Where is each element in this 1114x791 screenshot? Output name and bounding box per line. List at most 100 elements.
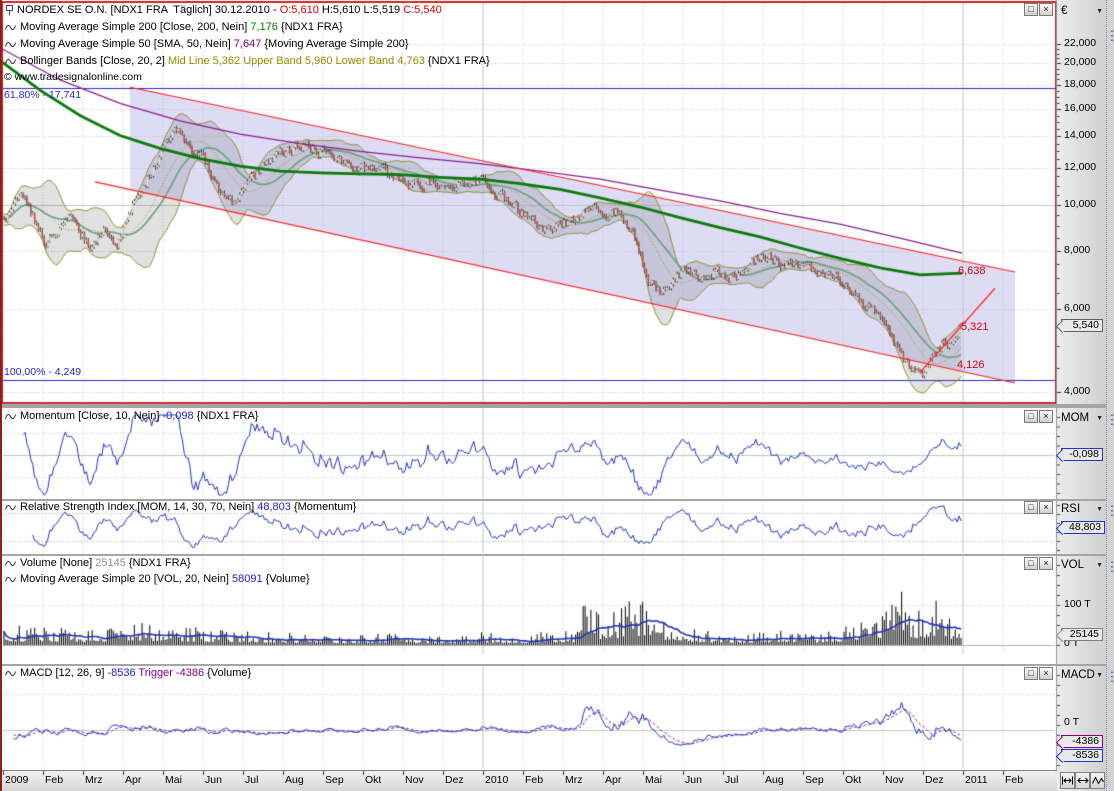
macd-scale-dropdown[interactable]: MACD ▼ — [1061, 668, 1103, 682]
wave-icon — [5, 57, 17, 66]
main-maximize-button[interactable]: □ — [1024, 3, 1038, 16]
panel-splitter[interactable] — [0, 554, 1106, 556]
text-segment: 7,176 — [250, 21, 278, 33]
text-segment: Bollinger Bands [Close, 20, 2] — [20, 55, 168, 67]
text-segment: Moving Average Simple 50 [SMA, 50, Nein] — [20, 38, 234, 50]
momentum-maximize-button[interactable]: □ — [1024, 410, 1038, 423]
text-segment: 25145 — [95, 557, 126, 569]
momentum-header[interactable]: Momentum [Close, 10, Nein] -0,098 {NDX1 … — [5, 409, 258, 423]
time-axis-label: Feb — [525, 774, 544, 786]
momentum-scale-dropdown[interactable]: MOM ▼ — [1061, 411, 1103, 425]
price-scale-dropdown[interactable]: € ▼ — [1061, 4, 1103, 18]
macd-axis-label: MACD — [1061, 669, 1095, 681]
volume-ma-header[interactable]: Moving Average Simple 20 [VOL, 20, Nein]… — [5, 572, 310, 586]
macd-tick-label: 0 T — [1064, 716, 1079, 728]
rsi-maximize-button[interactable]: □ — [1024, 501, 1038, 514]
instrument-title[interactable]: NORDEX SE O.N. [NDX1 FRA Täglich] 30.12.… — [5, 3, 442, 17]
text-segment: -0,098 — [162, 410, 194, 422]
text-segment: Relative Strength Index [MOM, 14, 30, 70… — [20, 501, 258, 513]
last-price-marker: 5,540 — [1055, 319, 1103, 333]
time-axis-label: Feb — [1005, 774, 1024, 786]
scroll-handle[interactable] — [1107, 669, 1114, 683]
time-axis-label: Jul — [245, 774, 259, 786]
time-axis-label: Jun — [205, 774, 222, 786]
text-segment: MACD [12, 26, 9] — [20, 667, 108, 679]
price-annotation: 4,126 — [957, 359, 985, 371]
momentum-value-marker: -0,098 — [1055, 448, 1103, 462]
time-axis-label: Jul — [725, 774, 739, 786]
text-segment: {Volume} — [204, 667, 252, 679]
legend-sma50[interactable]: Moving Average Simple 50 [SMA, 50, Nein]… — [5, 37, 409, 51]
price-tick-label: 16,000 — [1064, 102, 1097, 115]
text-segment: -8536 — [107, 667, 136, 679]
wave-icon — [5, 40, 17, 49]
time-axis-label: Dez — [925, 774, 944, 786]
price-tick-label: 14,000 — [1064, 129, 1097, 142]
chevron-down-icon: ▼ — [1096, 505, 1103, 513]
time-axis-label: Nov — [885, 774, 904, 786]
time-axis-label: Apr — [125, 774, 142, 786]
instrument-pin-icon — [5, 4, 14, 16]
text-segment: 58091 — [231, 573, 263, 585]
scroll-handle[interactable] — [1107, 28, 1114, 42]
expand-time-axis-button[interactable] — [1075, 772, 1090, 789]
price-tick-label: 10,000 — [1064, 197, 1097, 210]
volume-maximize-button[interactable]: □ — [1024, 557, 1038, 570]
price-axis-unit: € — [1061, 5, 1068, 17]
macd-close-button[interactable]: × — [1039, 667, 1053, 680]
text-segment: Moving Average Simple 20 [VOL, 20, Nein] — [20, 573, 232, 585]
momentum-close-button[interactable]: × — [1039, 410, 1053, 423]
fibonacci-label: 61,80% - 17,741 — [4, 89, 82, 101]
macd-header[interactable]: MACD [12, 26, 9] -8536 Trigger -4386 {Vo… — [5, 666, 251, 680]
workspace-left-border — [0, 0, 2, 791]
scroll-handle[interactable] — [1107, 412, 1114, 426]
panel-splitter[interactable] — [0, 499, 1106, 501]
scroll-handle[interactable] — [1107, 559, 1114, 573]
price-tick-label: 6,000 — [1064, 302, 1091, 315]
text-segment: {NDX1 FRA} — [193, 410, 259, 422]
text-segment: {Moving Average Simple 200} — [261, 38, 409, 50]
volume-tick-label: 0 T — [1064, 637, 1079, 649]
time-axis-label: Mrz — [85, 774, 103, 786]
legend-sma200[interactable]: Moving Average Simple 200 [Close, 200, N… — [5, 20, 343, 34]
time-axis-label: Sep — [325, 774, 344, 786]
rsi-header[interactable]: Relative Strength Index [MOM, 14, 30, 70… — [5, 500, 356, 514]
arrows-between-bars-icon — [1062, 776, 1073, 785]
wave-icon — [5, 23, 17, 32]
text-segment: NORDEX SE O.N. [NDX1 FRA Täglich] 30.12.… — [17, 4, 280, 16]
time-axis-label: Apr — [605, 774, 622, 786]
text-segment: H:5,610 L:5,519 — [321, 4, 404, 16]
text-segment: Momentum [Close, 10, Nein] — [20, 410, 163, 422]
time-axis-label: 2010 — [485, 774, 509, 786]
volume-value-marker: 25145 — [1055, 628, 1103, 642]
auto-scale-button[interactable] — [1090, 772, 1105, 789]
rsi-close-button[interactable]: × — [1039, 501, 1053, 514]
price-tick-label: 18,000 — [1064, 77, 1097, 90]
volume-close-button[interactable]: × — [1039, 557, 1053, 570]
rsi-scale-dropdown[interactable]: RSI ▼ — [1061, 502, 1103, 516]
time-axis-label: Okt — [845, 774, 862, 786]
main-close-button[interactable]: × — [1039, 3, 1053, 16]
text-segment: 7,647 — [233, 38, 262, 50]
panel-splitter[interactable] — [0, 664, 1106, 666]
macd-maximize-button[interactable]: □ — [1024, 667, 1038, 680]
price-tick-label: 8,000 — [1064, 243, 1091, 256]
text-segment: O:5,610 — [279, 4, 322, 16]
copyright-note: © www.tradesignalonline.com — [4, 71, 142, 83]
volume-scale-dropdown[interactable]: VOL ▼ — [1061, 558, 1103, 572]
volume-axis-label: VOL — [1061, 559, 1085, 571]
panel-splitter[interactable] — [0, 404, 1106, 408]
chevron-down-icon: ▼ — [1096, 671, 1103, 679]
compress-time-axis-button[interactable] — [1060, 772, 1075, 789]
volume-header[interactable]: Volume [None] 25145 {NDX1 FRA} — [5, 556, 191, 570]
double-arrow-icon — [1076, 777, 1089, 784]
scroll-handle[interactable] — [1107, 503, 1114, 517]
text-segment: {Momentum} — [290, 501, 357, 513]
time-axis-label: Aug — [285, 774, 304, 786]
fibonacci-label: 100,00% - 4,249 — [4, 366, 82, 378]
legend-bollinger[interactable]: Bollinger Bands [Close, 20, 2] Mid Line … — [5, 54, 490, 68]
zigzag-icon — [1091, 776, 1104, 785]
price-annotation: 6,638 — [958, 265, 986, 277]
